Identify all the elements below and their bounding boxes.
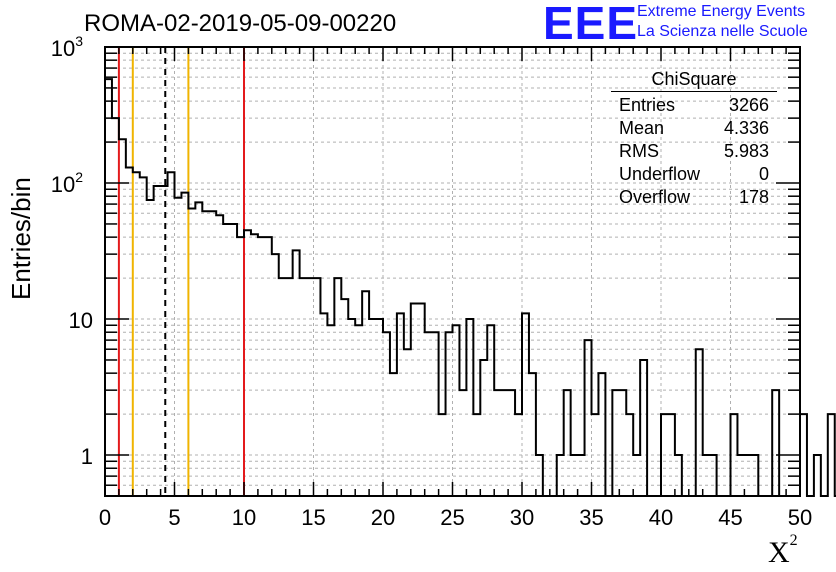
stats-label: Entries xyxy=(619,95,676,115)
x-tick-label: 15 xyxy=(301,505,325,530)
x-tick-label: 35 xyxy=(579,505,603,530)
x-tick-label: 30 xyxy=(510,505,534,530)
chart-title: ROMA-02-2019-05-09-00220 xyxy=(84,10,397,37)
stats-label: Overflow xyxy=(619,187,691,207)
x-tick-label: 25 xyxy=(440,505,464,530)
stats-row: Mean 4.336 xyxy=(611,117,777,140)
y-tick-label: 102 xyxy=(51,169,83,197)
x-tick-label: 40 xyxy=(649,505,673,530)
stats-box: ChiSquare Entries 3266 Mean 4.336 RMS 5.983… xyxy=(611,68,777,209)
stats-row: Entries 3266 xyxy=(611,94,777,117)
stats-row: Underflow 0 xyxy=(611,163,777,186)
stats-value: 178 xyxy=(738,187,769,207)
x-axis-label: X2 xyxy=(768,532,798,570)
y-tick-label: 10 xyxy=(69,308,93,333)
x-tick-label: 5 xyxy=(168,505,180,530)
y-tick-label: 103 xyxy=(51,33,83,61)
x-tick-label: 45 xyxy=(718,505,742,530)
logo-line-1: Extreme Energy Events xyxy=(637,3,806,20)
stats-label: Underflow xyxy=(619,164,701,184)
stats-value: 0 xyxy=(758,164,769,184)
x-tick-label: 0 xyxy=(99,505,111,530)
stats-row: Overflow 178 xyxy=(611,186,777,209)
eee-logo: EEE xyxy=(543,0,639,49)
logo-text: Extreme Energy Events La Scienza nelle S… xyxy=(637,2,808,42)
stats-row: RMS 5.983 xyxy=(611,140,777,163)
stats-value: 5.983 xyxy=(723,141,769,161)
stats-label: RMS xyxy=(619,141,659,161)
stats-title: ChiSquare xyxy=(611,68,777,92)
stats-value: 4.336 xyxy=(723,118,769,138)
logo-line-2: La Scienza nelle Scuole xyxy=(637,23,808,40)
x-axis-label-sup: 2 xyxy=(789,532,798,549)
reference-lines xyxy=(117,47,245,496)
stats-label: Mean xyxy=(619,118,665,138)
x-tick-label: 20 xyxy=(371,505,395,530)
axes: 0 5 10 15 20 25 30 35 40 45 50 1 10 102 103 xyxy=(51,33,813,530)
x-tick-label: 10 xyxy=(232,505,256,530)
y-tick-label: 1 xyxy=(81,444,93,469)
y-axis-label: Entries/bin xyxy=(6,177,36,300)
grid-lines xyxy=(105,47,800,496)
x-tick-label: 50 xyxy=(788,505,812,530)
x-axis-label-base: X xyxy=(768,536,790,569)
stats-value: 3266 xyxy=(728,95,769,115)
